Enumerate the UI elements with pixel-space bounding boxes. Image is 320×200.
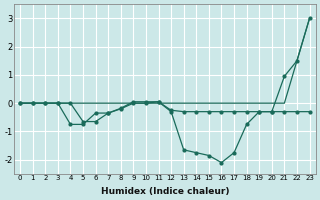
X-axis label: Humidex (Indice chaleur): Humidex (Indice chaleur) xyxy=(100,187,229,196)
